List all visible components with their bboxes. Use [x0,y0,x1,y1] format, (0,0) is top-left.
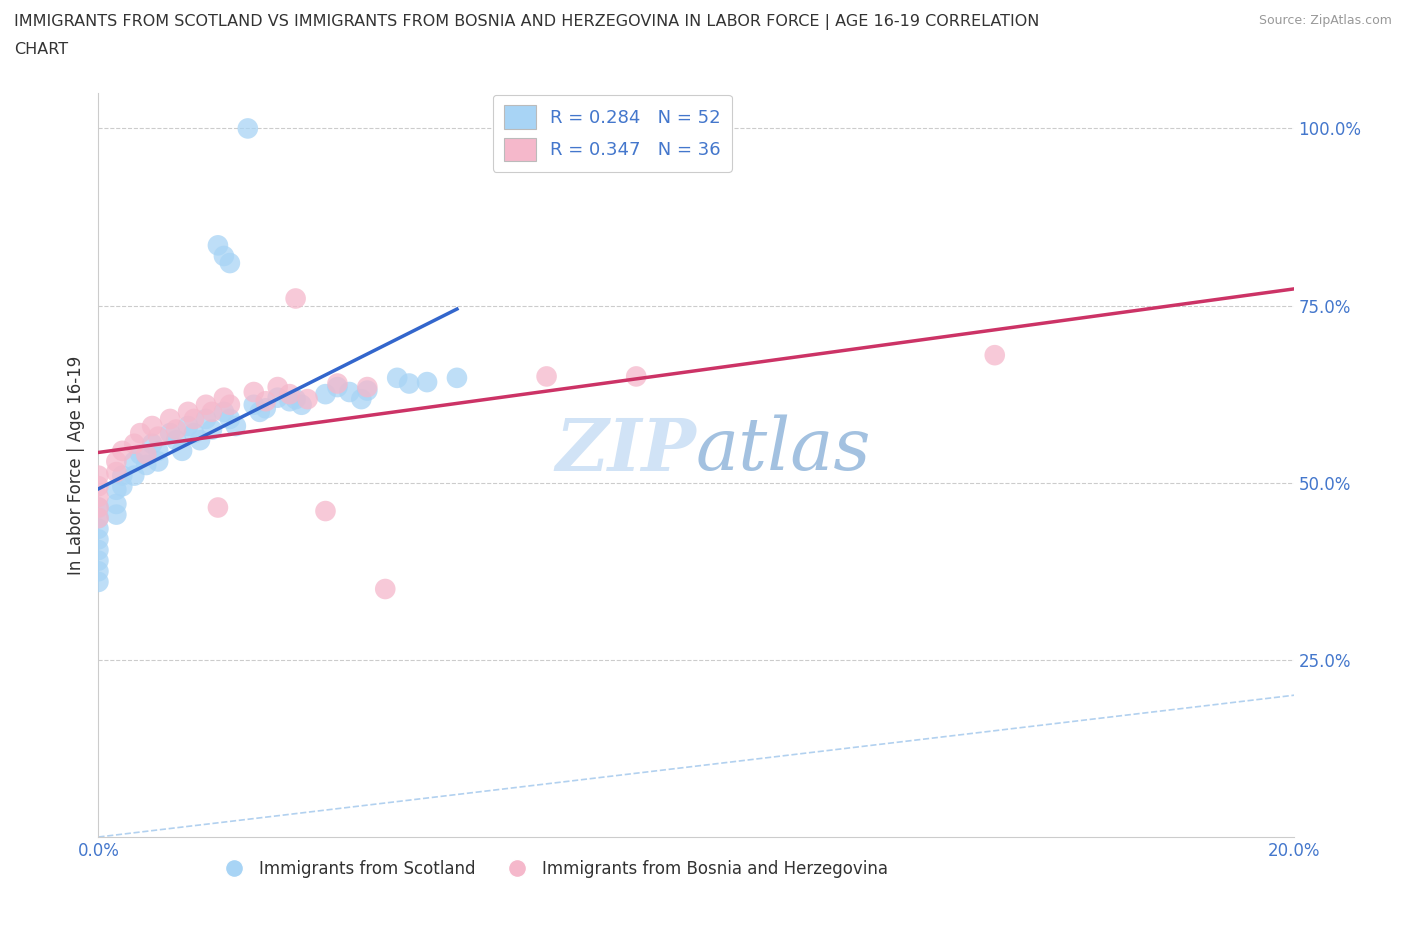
Point [177,405,200,419]
Point [356,383,378,398]
Point [105,497,128,512]
Point [536,369,558,384]
Point [165,432,187,447]
Point [297,392,319,406]
Point [111,479,134,494]
Point [129,447,152,462]
Point [254,401,277,416]
Point [148,444,170,458]
Point [87,542,110,557]
Point [195,411,218,426]
Point [87,522,110,537]
Point [87,511,110,525]
Point [374,581,396,596]
Point [219,397,242,412]
Legend: Immigrants from Scotland, Immigrants from Bosnia and Herzegovina: Immigrants from Scotland, Immigrants fro… [211,853,894,884]
Point [87,553,110,568]
Point [111,444,134,458]
Point [267,391,290,405]
Point [159,426,181,441]
Point [219,411,242,426]
Point [356,379,378,394]
Point [129,426,152,441]
Point [183,426,205,441]
Point [87,500,110,515]
Point [243,385,266,400]
Point [446,370,468,385]
Point [87,511,110,525]
Point [135,458,157,472]
Point [87,479,110,494]
Point [339,385,361,400]
Text: Source: ZipAtlas.com: Source: ZipAtlas.com [1258,14,1392,27]
Point [626,369,648,384]
Point [183,411,205,426]
Point [87,500,110,515]
Point [284,392,307,406]
Point [105,507,128,522]
Point [105,465,128,480]
Point [278,387,301,402]
Point [254,393,277,408]
Point [188,432,211,447]
Point [225,418,247,433]
Point [195,397,218,412]
Point [207,500,229,515]
Point [984,348,1007,363]
Point [87,564,110,578]
Point [111,468,134,483]
Point [141,418,163,433]
Point [243,397,266,412]
Point [135,447,157,462]
Point [326,379,349,394]
Point [249,405,271,419]
Point [278,393,301,408]
Point [212,391,235,405]
Point [212,248,235,263]
Point [87,489,110,504]
Point [87,532,110,547]
Point [124,454,146,469]
Point [105,454,128,469]
Point [141,436,163,451]
Point [326,376,349,391]
Point [87,575,110,590]
Point [172,444,194,458]
Point [212,405,235,419]
Point [291,397,314,412]
Point [124,436,146,451]
Point [398,376,420,391]
Point [350,392,373,406]
Point [87,468,110,483]
Point [416,375,439,390]
Point [105,483,128,498]
Point [201,422,224,437]
Point [284,291,307,306]
Point [165,422,187,437]
Point [267,379,290,394]
Point [148,454,170,469]
Point [315,387,337,402]
Text: CHART: CHART [14,42,67,57]
Point [124,468,146,483]
Point [385,370,409,385]
Y-axis label: In Labor Force | Age 16-19: In Labor Force | Age 16-19 [66,355,84,575]
Point [315,504,337,519]
Point [219,256,242,271]
Point [207,238,229,253]
Text: IMMIGRANTS FROM SCOTLAND VS IMMIGRANTS FROM BOSNIA AND HERZEGOVINA IN LABOR FORC: IMMIGRANTS FROM SCOTLAND VS IMMIGRANTS F… [14,14,1039,30]
Point [177,418,200,433]
Point [148,430,170,445]
Text: atlas: atlas [696,415,872,485]
Point [159,411,181,426]
Text: ZIP: ZIP [555,415,696,485]
Point [236,121,259,136]
Point [201,405,224,419]
